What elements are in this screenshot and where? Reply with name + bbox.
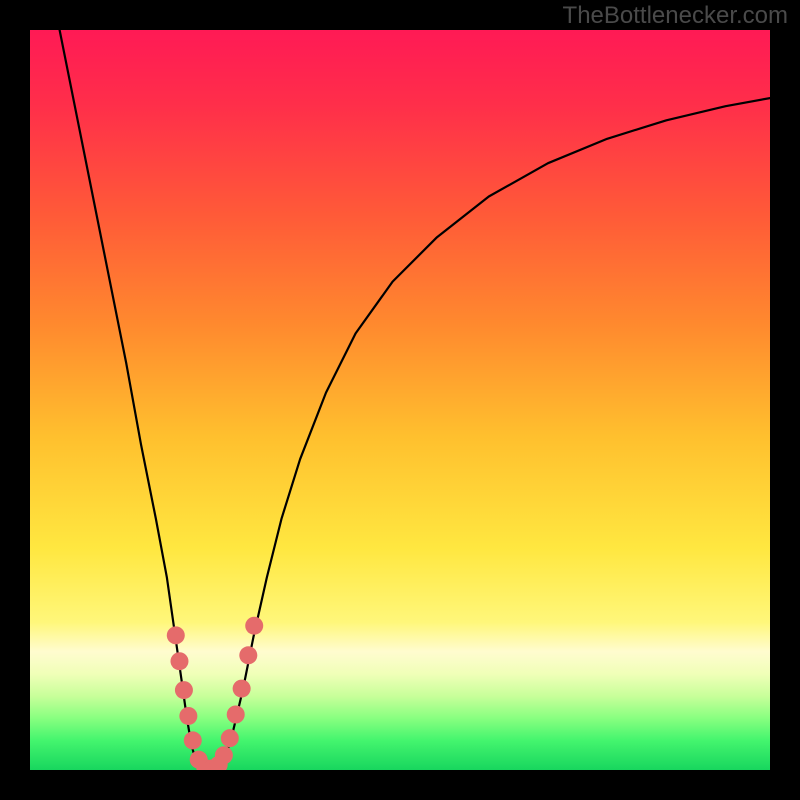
- marker-dot: [233, 680, 251, 698]
- marker-dot: [245, 617, 263, 635]
- marker-dot: [170, 652, 188, 670]
- background-rect: [30, 30, 770, 770]
- chart-frame: TheBottlenecker.com: [0, 0, 800, 800]
- marker-dot: [179, 707, 197, 725]
- marker-dot: [175, 681, 193, 699]
- marker-dot: [239, 646, 257, 664]
- marker-dot: [227, 706, 245, 724]
- marker-dot: [215, 746, 233, 764]
- plot-svg: [30, 30, 770, 770]
- marker-dot: [184, 731, 202, 749]
- watermark-text: TheBottlenecker.com: [563, 2, 788, 30]
- plot-area: [30, 30, 770, 770]
- marker-dot: [221, 729, 239, 747]
- marker-dot: [167, 626, 185, 644]
